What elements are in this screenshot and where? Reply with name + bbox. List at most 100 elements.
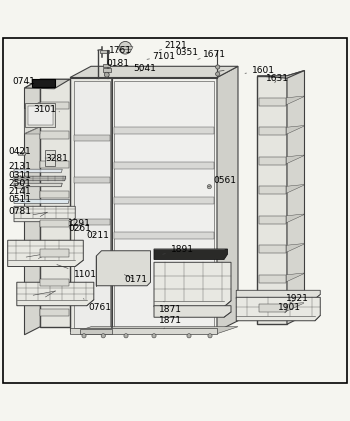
Polygon shape	[236, 297, 320, 321]
Polygon shape	[259, 98, 286, 106]
Polygon shape	[40, 250, 69, 256]
Polygon shape	[154, 249, 228, 259]
Text: 0421: 0421	[9, 147, 32, 156]
Polygon shape	[70, 66, 238, 77]
Polygon shape	[286, 184, 304, 193]
Text: 1761: 1761	[108, 46, 132, 55]
Polygon shape	[17, 282, 94, 306]
Text: 0181: 0181	[107, 59, 130, 68]
Text: 0261: 0261	[68, 224, 91, 233]
Polygon shape	[70, 327, 238, 334]
Text: 5041: 5041	[133, 64, 156, 73]
Polygon shape	[114, 127, 214, 133]
Text: 2141: 2141	[9, 187, 32, 196]
Polygon shape	[40, 309, 69, 315]
Polygon shape	[14, 176, 66, 181]
Circle shape	[124, 334, 128, 338]
Text: 1291: 1291	[68, 219, 91, 228]
Polygon shape	[259, 157, 286, 165]
Circle shape	[152, 334, 156, 338]
Polygon shape	[114, 232, 214, 239]
Text: 3101: 3101	[33, 104, 60, 114]
Polygon shape	[286, 214, 304, 223]
Polygon shape	[112, 77, 217, 331]
Polygon shape	[14, 183, 62, 187]
Polygon shape	[236, 290, 320, 299]
Polygon shape	[14, 169, 62, 173]
Polygon shape	[114, 162, 214, 168]
Text: 0171: 0171	[124, 274, 147, 284]
Polygon shape	[28, 106, 52, 125]
Polygon shape	[119, 47, 133, 50]
Text: 0781: 0781	[9, 207, 32, 216]
Polygon shape	[259, 304, 286, 312]
Polygon shape	[286, 273, 304, 282]
Circle shape	[216, 72, 220, 76]
Polygon shape	[8, 240, 83, 266]
Polygon shape	[25, 103, 55, 127]
Polygon shape	[40, 190, 69, 197]
Circle shape	[104, 72, 109, 77]
Polygon shape	[103, 68, 111, 72]
Circle shape	[101, 334, 105, 338]
Text: 7101: 7101	[147, 52, 175, 61]
Polygon shape	[74, 177, 110, 182]
Polygon shape	[70, 77, 112, 331]
Polygon shape	[259, 275, 286, 282]
Polygon shape	[259, 187, 286, 194]
Text: 0561: 0561	[208, 176, 237, 187]
Text: 0511: 0511	[9, 195, 32, 204]
Polygon shape	[257, 70, 304, 78]
Polygon shape	[25, 126, 40, 133]
Circle shape	[187, 334, 191, 338]
Text: 1871: 1871	[159, 316, 182, 329]
Text: 1901: 1901	[278, 303, 301, 313]
Text: 1631: 1631	[266, 74, 289, 83]
Text: 1871: 1871	[159, 301, 182, 314]
Polygon shape	[80, 329, 112, 334]
Polygon shape	[259, 245, 286, 253]
Polygon shape	[40, 220, 69, 227]
Circle shape	[119, 41, 132, 54]
Polygon shape	[40, 131, 69, 139]
Polygon shape	[74, 135, 110, 141]
Text: 1101: 1101	[57, 264, 97, 279]
Text: 2121: 2121	[159, 42, 187, 51]
Polygon shape	[154, 262, 231, 307]
Polygon shape	[14, 199, 69, 203]
Circle shape	[207, 184, 211, 189]
Bar	[32, 79, 55, 87]
Polygon shape	[74, 81, 110, 328]
Polygon shape	[45, 150, 55, 166]
Text: 2131: 2131	[9, 162, 32, 171]
Polygon shape	[40, 102, 69, 109]
Polygon shape	[25, 79, 70, 89]
Polygon shape	[287, 70, 304, 324]
Polygon shape	[259, 127, 286, 135]
Polygon shape	[25, 79, 40, 335]
Polygon shape	[286, 155, 304, 164]
Polygon shape	[154, 306, 231, 317]
Circle shape	[82, 334, 86, 338]
Polygon shape	[96, 251, 150, 286]
Text: 0351: 0351	[172, 48, 198, 57]
Polygon shape	[40, 161, 69, 168]
Polygon shape	[100, 50, 108, 53]
Polygon shape	[25, 102, 40, 133]
Polygon shape	[286, 303, 304, 311]
Polygon shape	[257, 76, 287, 324]
Polygon shape	[103, 64, 110, 67]
Text: 0311: 0311	[9, 171, 32, 180]
Polygon shape	[217, 66, 238, 331]
Polygon shape	[286, 244, 304, 252]
Circle shape	[216, 65, 220, 69]
Polygon shape	[286, 125, 304, 134]
Text: 0741: 0741	[12, 77, 35, 86]
Text: 1891: 1891	[163, 245, 194, 254]
Polygon shape	[114, 81, 214, 328]
Text: 0211: 0211	[87, 231, 110, 240]
Polygon shape	[14, 206, 75, 222]
Polygon shape	[286, 96, 304, 105]
Polygon shape	[15, 183, 23, 189]
Text: 1921: 1921	[286, 294, 309, 303]
